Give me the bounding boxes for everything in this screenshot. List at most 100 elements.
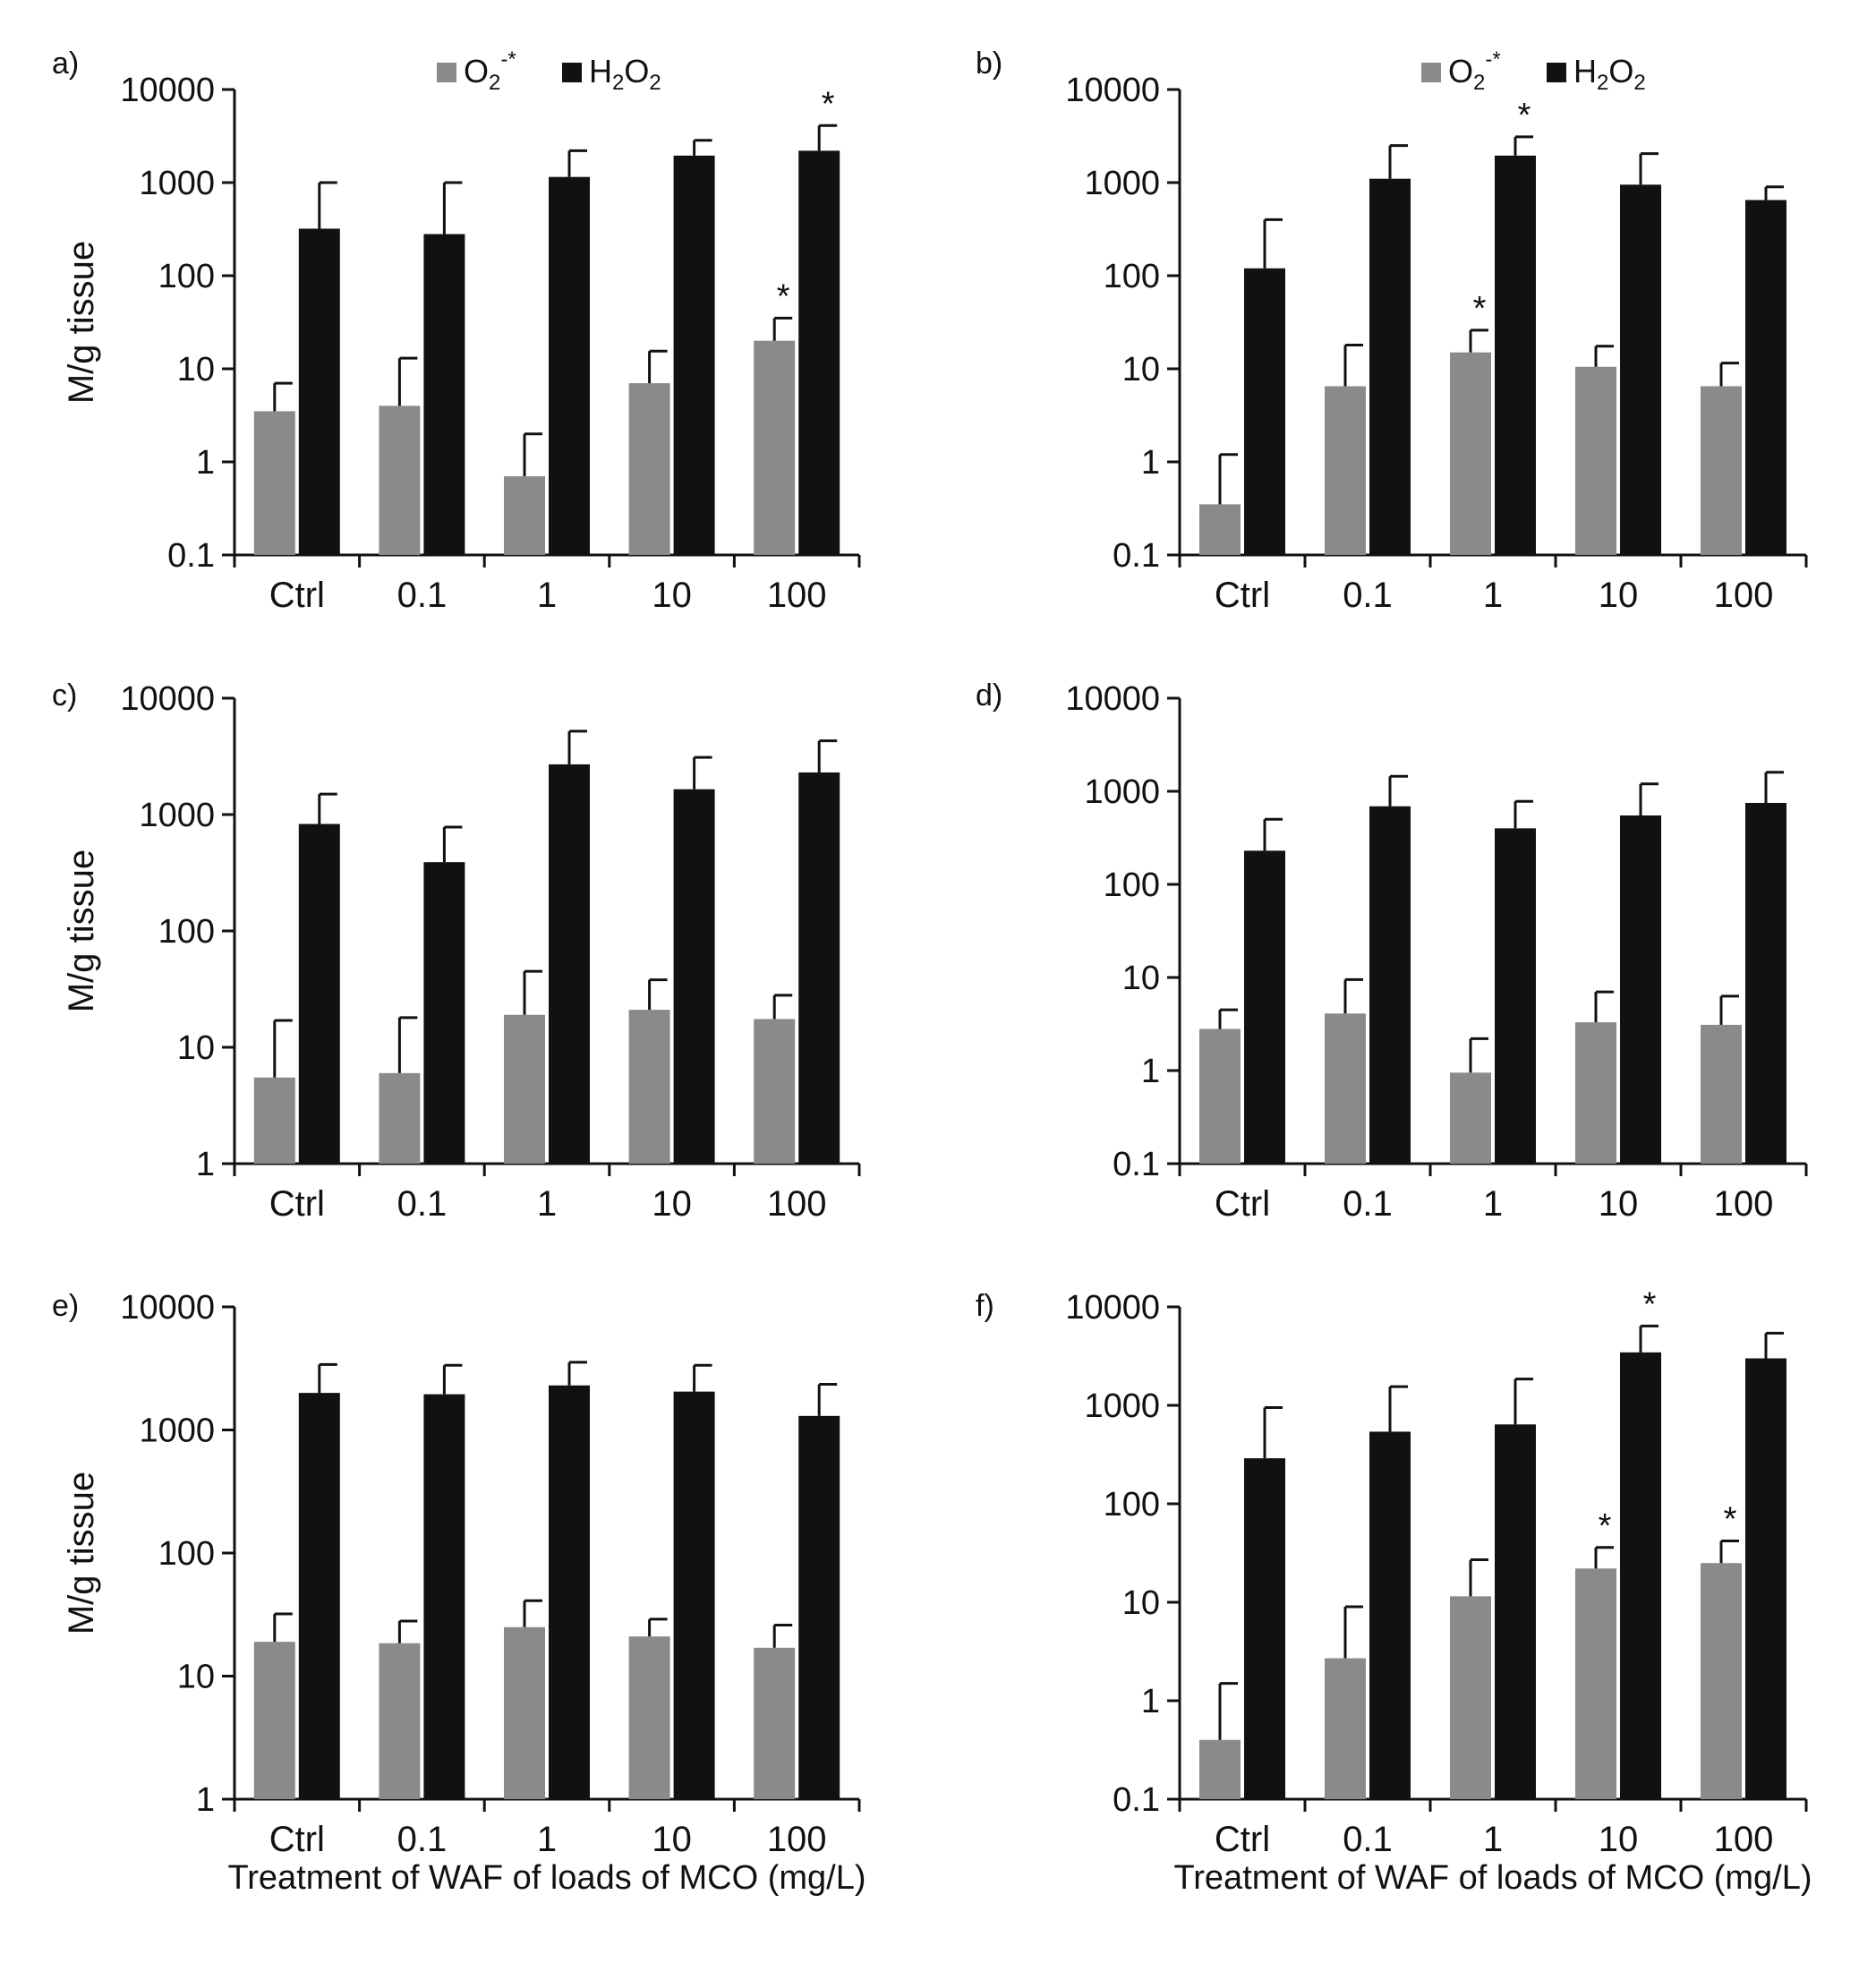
x-tick-label: Ctrl bbox=[269, 1820, 325, 1859]
bar-o2-f-1 bbox=[1325, 1658, 1366, 1799]
legend-label-o2: O2-* bbox=[464, 47, 516, 95]
bar-o2-b-0 bbox=[1199, 504, 1241, 555]
x-tick-label: Ctrl bbox=[1215, 576, 1270, 615]
bar-h2o2-b-2 bbox=[1495, 155, 1536, 555]
y-tick-label: 10 bbox=[177, 1029, 215, 1067]
bar-h2o2-c-4 bbox=[798, 772, 840, 1164]
chart-panel-d: d) 0.1 1 10 100 1000 10000 Ctrl 0.1 1 10 100 bbox=[976, 678, 1808, 1224]
bar-o2-f-3 bbox=[1575, 1568, 1616, 1799]
bar-o2-f-2 bbox=[1450, 1596, 1491, 1799]
bar-o2-f-4 bbox=[1701, 1563, 1742, 1799]
bar-o2-d-3 bbox=[1575, 1022, 1616, 1164]
x-tick-label: 1 bbox=[1483, 1820, 1503, 1859]
bar-o2-b-4 bbox=[1701, 386, 1742, 555]
y-tick-label: 100 bbox=[158, 913, 215, 951]
bar-o2-a-0 bbox=[253, 411, 295, 555]
chart-panel-f: f) 0.1 1 10 100 1000 10000 Ctrl 0.1 1 10 * * 100 * Trea… bbox=[976, 1285, 1812, 1897]
bar-o2-a-4 bbox=[754, 340, 796, 555]
x-tick-label: 0.1 bbox=[397, 1184, 448, 1224]
x-tick-label: 100 bbox=[1714, 576, 1774, 615]
x-axis-label: Treatment of WAF of loads of MCO (mg/L) bbox=[227, 1859, 866, 1897]
x-tick-label: 10 bbox=[1599, 576, 1639, 615]
bar-o2-d-4 bbox=[1701, 1024, 1742, 1164]
bar-o2-c-2 bbox=[504, 1014, 545, 1164]
y-tick-label: 0.1 bbox=[1113, 537, 1160, 575]
bar-o2-a-2 bbox=[504, 476, 545, 555]
x-tick-label: 1 bbox=[537, 576, 557, 615]
bar-h2o2-c-1 bbox=[423, 862, 465, 1164]
x-tick-label: 1 bbox=[1483, 576, 1503, 615]
bar-h2o2-d-1 bbox=[1369, 806, 1411, 1164]
bar-o2-e-4 bbox=[754, 1647, 796, 1799]
y-tick-label: 100 bbox=[158, 258, 215, 295]
y-tick-label: 100 bbox=[1104, 866, 1160, 904]
legend-label-o2: O2-* bbox=[1448, 47, 1501, 95]
bar-h2o2-d-4 bbox=[1745, 802, 1786, 1164]
bar-h2o2-e-2 bbox=[549, 1385, 590, 1799]
bar-h2o2-b-0 bbox=[1244, 268, 1285, 555]
y-tick-label: 1 bbox=[196, 1781, 215, 1819]
bar-h2o2-a-2 bbox=[549, 176, 590, 555]
bar-o2-b-2 bbox=[1450, 352, 1491, 555]
y-tick-label: 1000 bbox=[1084, 165, 1160, 202]
significance-star: * bbox=[1518, 97, 1531, 134]
bar-h2o2-e-0 bbox=[298, 1393, 340, 1799]
y-tick-label: 10000 bbox=[1065, 680, 1160, 718]
significance-star: * bbox=[1724, 1500, 1737, 1538]
legend-swatch-h2o2 bbox=[1547, 63, 1566, 82]
bar-h2o2-d-3 bbox=[1620, 815, 1661, 1164]
panel-label: f) bbox=[976, 1289, 994, 1323]
y-tick-label: 10 bbox=[177, 1659, 215, 1696]
y-axis-label: M/g tissue bbox=[62, 1472, 101, 1634]
x-tick-label: Ctrl bbox=[1215, 1820, 1270, 1859]
bar-h2o2-c-2 bbox=[549, 764, 590, 1164]
x-tick-label: 100 bbox=[767, 1820, 827, 1859]
legend-label-h2o2: H2O2 bbox=[589, 53, 661, 95]
panel-label: b) bbox=[976, 47, 1002, 81]
x-tick-label: 0.1 bbox=[1343, 1820, 1393, 1859]
y-tick-label: 0.1 bbox=[167, 537, 215, 575]
bar-h2o2-b-4 bbox=[1745, 200, 1786, 555]
legend-swatch-h2o2 bbox=[562, 63, 582, 82]
bar-o2-d-0 bbox=[1199, 1028, 1241, 1164]
x-tick-label: 10 bbox=[1599, 1184, 1639, 1224]
x-tick-label: 10 bbox=[652, 1820, 692, 1859]
y-tick-label: 1000 bbox=[139, 797, 215, 834]
y-tick-label: 10000 bbox=[1065, 72, 1160, 109]
bar-o2-d-1 bbox=[1325, 1013, 1366, 1164]
y-tick-label: 10 bbox=[177, 351, 215, 388]
bar-h2o2-e-3 bbox=[673, 1391, 715, 1799]
bar-o2-c-0 bbox=[253, 1077, 295, 1164]
bar-o2-e-1 bbox=[379, 1643, 421, 1799]
y-tick-label: 10000 bbox=[120, 680, 215, 718]
bar-o2-a-3 bbox=[628, 383, 670, 555]
bar-h2o2-c-0 bbox=[298, 824, 340, 1164]
y-axis-label: M/g tissue bbox=[62, 241, 101, 404]
y-tick-label: 1 bbox=[1141, 1053, 1160, 1090]
y-tick-label: 1 bbox=[1141, 444, 1160, 482]
x-tick-label: 0.1 bbox=[397, 576, 448, 615]
significance-star: * bbox=[1599, 1507, 1612, 1545]
y-tick-label: 1 bbox=[196, 444, 215, 482]
bar-o2-e-2 bbox=[504, 1626, 545, 1799]
x-tick-label: 100 bbox=[767, 576, 827, 615]
legend: O2-* H2O2 bbox=[437, 47, 661, 95]
significance-star: * bbox=[1473, 290, 1487, 328]
bar-o2-b-3 bbox=[1575, 366, 1616, 555]
y-tick-label: 1 bbox=[196, 1146, 215, 1183]
bar-h2o2-d-2 bbox=[1495, 828, 1536, 1164]
legend: O2-* H2O2 bbox=[1421, 47, 1646, 95]
x-tick-label: 0.1 bbox=[1343, 1184, 1393, 1224]
bar-o2-c-4 bbox=[754, 1019, 796, 1164]
y-axis-label: M/g tissue bbox=[62, 849, 101, 1012]
y-tick-label: 100 bbox=[158, 1535, 215, 1573]
y-tick-label: 1 bbox=[1141, 1683, 1160, 1720]
y-tick-label: 100 bbox=[1104, 258, 1160, 295]
bar-h2o2-b-1 bbox=[1369, 178, 1411, 555]
panel-label: e) bbox=[52, 1289, 79, 1323]
y-tick-label: 10000 bbox=[1065, 1289, 1160, 1327]
legend-swatch-o2 bbox=[437, 63, 456, 82]
x-tick-label: 10 bbox=[1599, 1820, 1639, 1859]
x-tick-label: 100 bbox=[767, 1184, 827, 1224]
